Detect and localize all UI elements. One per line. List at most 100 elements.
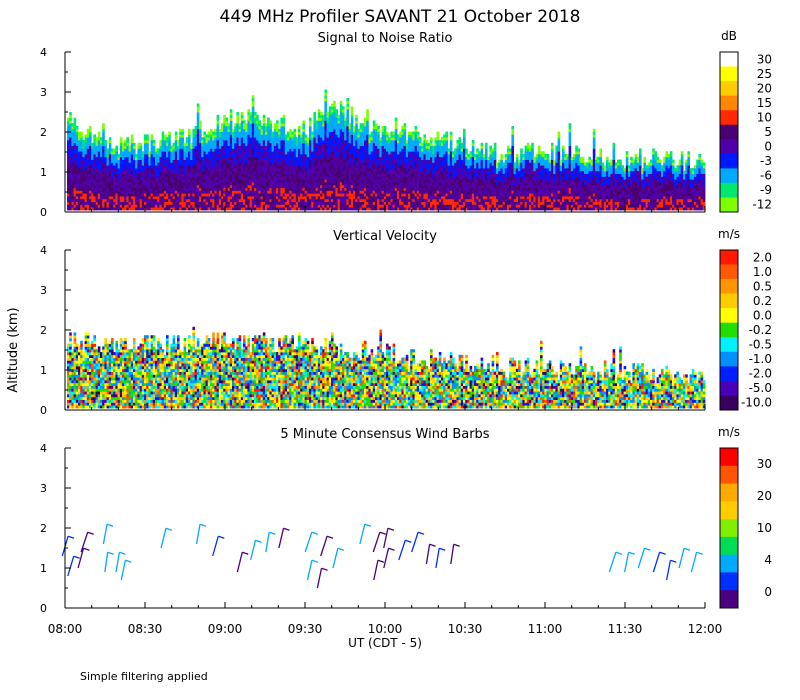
heatmap-cell <box>146 159 149 163</box>
heatmap-cell <box>328 126 332 130</box>
heatmap-cell <box>276 148 279 152</box>
heatmap-cell <box>78 148 81 152</box>
heatmap-cell <box>298 184 301 188</box>
heatmap-cell <box>102 151 105 155</box>
heatmap-cell <box>71 148 74 152</box>
heatmap-cell <box>328 176 332 180</box>
heatmap-cell <box>260 168 264 172</box>
heatmap-cell <box>256 201 259 205</box>
heatmap-cell <box>289 137 292 141</box>
heatmap-cell <box>89 196 92 200</box>
heatmap-cell <box>166 137 169 141</box>
heatmap-cell <box>210 156 213 160</box>
heatmap-cell <box>135 165 138 169</box>
heatmap-cell <box>97 142 101 146</box>
heatmap-cell <box>276 142 279 146</box>
heatmap-cell <box>322 140 325 144</box>
heatmap-cell <box>161 196 165 200</box>
heatmap-cell <box>152 207 156 211</box>
heatmap-cell <box>331 106 334 110</box>
heatmap-cell <box>243 193 246 197</box>
heatmap-cell <box>84 145 88 149</box>
heatmap-cell <box>203 134 206 138</box>
heatmap-cell <box>148 179 151 183</box>
heatmap-cell <box>166 193 169 197</box>
heatmap-cell <box>157 148 160 152</box>
heatmap-cell <box>284 184 288 188</box>
heatmap-cell <box>260 162 264 166</box>
heatmap-cell <box>185 140 189 144</box>
heatmap-cell <box>229 179 233 183</box>
heatmap-cell <box>170 201 173 205</box>
heatmap-cell <box>227 151 231 155</box>
heatmap-cell <box>287 168 290 172</box>
heatmap-cell <box>192 179 195 183</box>
heatmap-cell <box>185 165 189 169</box>
heatmap-cell <box>203 165 206 169</box>
heatmap-cell <box>218 159 222 163</box>
heatmap-cell <box>104 173 107 177</box>
heatmap-cell <box>245 198 248 202</box>
heatmap-cell <box>152 159 156 163</box>
heatmap-cell <box>216 201 220 205</box>
heatmap-cell <box>196 106 200 110</box>
heatmap-cell <box>339 162 343 166</box>
heatmap-cell <box>122 179 125 183</box>
heatmap-cell <box>346 114 349 118</box>
heatmap-cell <box>284 145 288 149</box>
heatmap-cell <box>225 182 228 186</box>
heatmap-cell <box>139 176 143 180</box>
heatmap-cell <box>203 168 206 172</box>
heatmap-cell <box>223 193 226 197</box>
heatmap-cell <box>265 151 268 155</box>
heatmap-cell <box>247 159 250 163</box>
heatmap-cell <box>172 173 176 177</box>
heatmap-cell <box>254 151 257 155</box>
heatmap-cell <box>295 182 299 186</box>
heatmap-cell <box>93 151 96 155</box>
heatmap-cell <box>328 156 332 160</box>
heatmap-cell <box>117 187 121 191</box>
heatmap-cell <box>75 128 79 132</box>
heatmap-cell <box>144 182 147 186</box>
heatmap-cell <box>227 168 231 172</box>
heatmap-cell <box>192 140 195 144</box>
heatmap-cell <box>247 112 250 116</box>
heatmap-cell <box>238 137 242 141</box>
heatmap-cell <box>199 168 202 172</box>
heatmap-cell <box>73 131 77 135</box>
heatmap-cell <box>190 190 193 194</box>
heatmap-cell <box>144 154 147 158</box>
heatmap-cell <box>225 137 228 141</box>
heatmap-cell <box>232 201 235 205</box>
heatmap-cell <box>276 168 279 172</box>
heatmap-cell <box>234 151 237 155</box>
heatmap-cell <box>324 89 327 93</box>
heatmap-cell <box>313 170 316 174</box>
heatmap-cell <box>342 193 345 197</box>
heatmap-cell <box>89 148 92 152</box>
heatmap-cell <box>337 120 341 124</box>
heatmap-cell <box>295 170 299 174</box>
heatmap-cell <box>122 187 125 191</box>
heatmap-cell <box>335 173 338 177</box>
heatmap-cell <box>317 123 321 127</box>
heatmap-cell <box>210 134 213 138</box>
heatmap-cell <box>293 140 297 144</box>
heatmap-cell <box>172 156 176 160</box>
heatmap-cell <box>117 154 121 158</box>
heatmap-cell <box>163 170 167 174</box>
heatmap-cell <box>192 204 195 208</box>
heatmap-cell <box>320 134 323 138</box>
heatmap-cell <box>291 201 294 205</box>
heatmap-cell <box>335 204 338 208</box>
heatmap-cell <box>350 114 354 118</box>
heatmap-cell <box>254 159 257 163</box>
heatmap-cell <box>139 159 143 163</box>
heatmap-cell <box>199 182 202 186</box>
heatmap-cell <box>192 154 195 158</box>
heatmap-cell <box>67 207 70 211</box>
heatmap-cell <box>234 184 237 188</box>
heatmap-cell <box>117 204 121 208</box>
heatmap-cell <box>366 123 369 127</box>
